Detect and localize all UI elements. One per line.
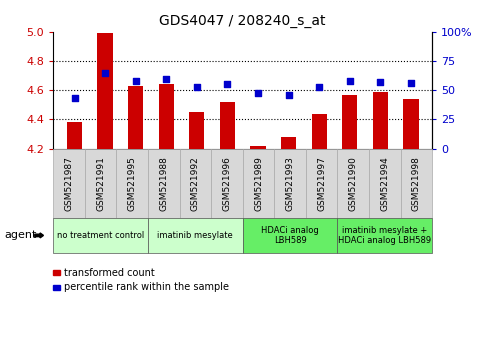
Text: GSM521994: GSM521994 [381, 156, 389, 211]
Bar [250, 146, 266, 149]
Text: percentile rank within the sample: percentile rank within the sample [64, 282, 229, 292]
Text: GSM521988: GSM521988 [159, 156, 168, 211]
Bar [342, 95, 357, 149]
Text: GSM521989: GSM521989 [254, 156, 263, 211]
Point [376, 79, 384, 85]
Text: imatinib mesylate: imatinib mesylate [157, 231, 233, 240]
Point [254, 90, 262, 96]
Text: HDACi analog
LBH589: HDACi analog LBH589 [261, 226, 319, 245]
Bar [403, 99, 419, 149]
Point [407, 80, 415, 86]
Bar [158, 85, 174, 149]
Text: GSM521993: GSM521993 [285, 156, 295, 211]
Text: GSM521990: GSM521990 [349, 156, 358, 211]
Point [101, 70, 109, 76]
Bar [281, 137, 296, 149]
Text: no treatment control: no treatment control [57, 231, 144, 240]
Point [132, 78, 140, 84]
Point [71, 96, 78, 101]
Bar [220, 102, 235, 149]
Bar [312, 114, 327, 149]
Point [315, 84, 323, 90]
Text: agent: agent [5, 230, 37, 240]
Bar [98, 33, 113, 149]
Text: GSM521991: GSM521991 [96, 156, 105, 211]
Text: GSM521992: GSM521992 [191, 156, 200, 211]
Text: transformed count: transformed count [64, 268, 155, 278]
Point [224, 82, 231, 87]
Bar [189, 112, 204, 149]
Point [346, 78, 354, 84]
Bar [67, 122, 82, 149]
Text: imatinib mesylate +
HDACi analog LBH589: imatinib mesylate + HDACi analog LBH589 [338, 226, 431, 245]
Text: GSM521997: GSM521997 [317, 156, 326, 211]
Text: GSM521998: GSM521998 [412, 156, 421, 211]
Bar [373, 92, 388, 149]
Text: GSM521987: GSM521987 [64, 156, 73, 211]
Bar [128, 86, 143, 149]
Text: GSM521995: GSM521995 [128, 156, 137, 211]
Title: GDS4047 / 208240_s_at: GDS4047 / 208240_s_at [159, 14, 326, 28]
Text: GSM521996: GSM521996 [222, 156, 231, 211]
Point [193, 84, 201, 90]
Point [162, 76, 170, 81]
Point [284, 92, 292, 98]
